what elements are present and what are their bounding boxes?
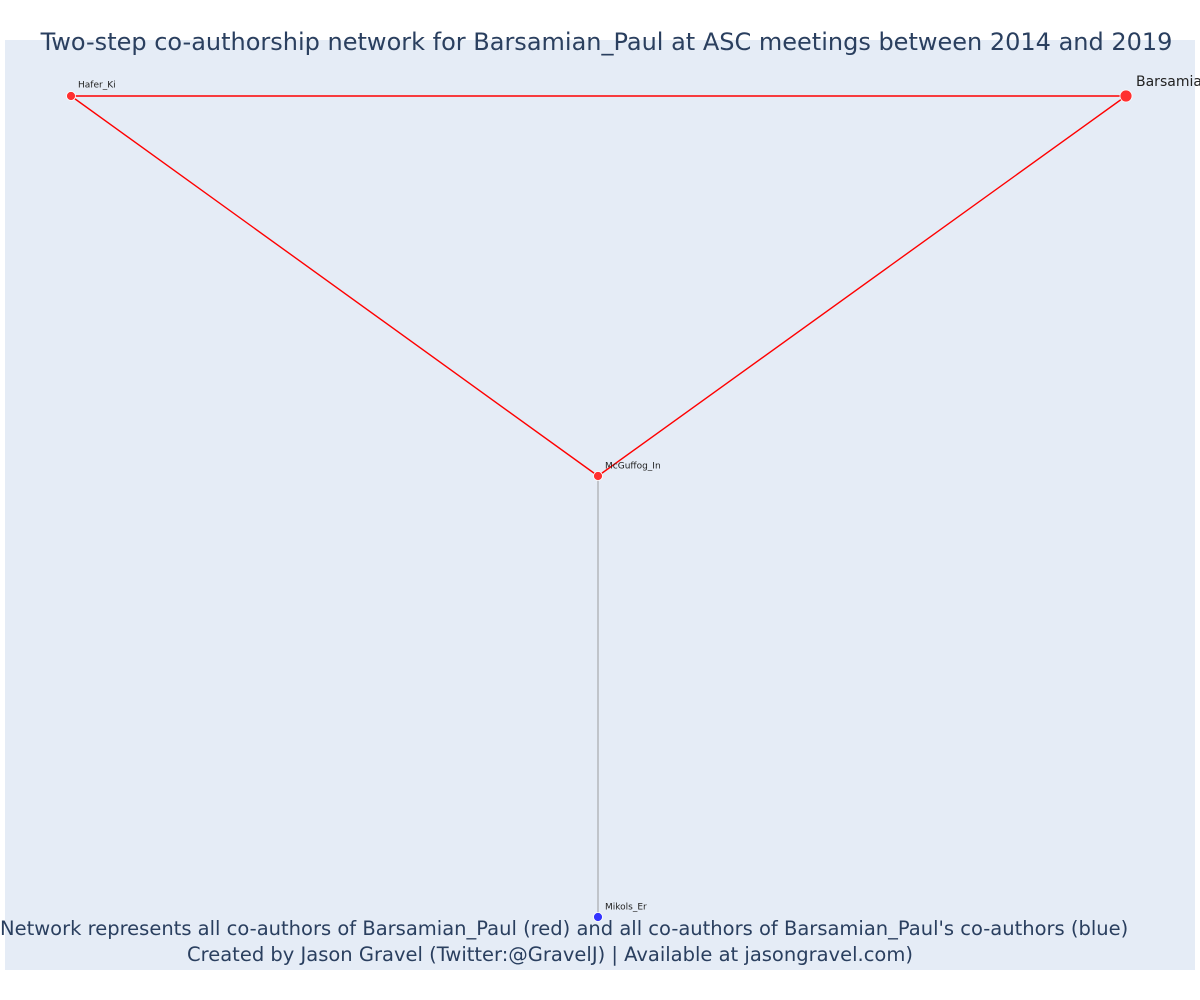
node-label-Barsamian_Paul: Barsamian_Paul	[1136, 74, 1200, 90]
node-Hafer_Ki[interactable]	[66, 91, 76, 101]
plot-area	[5, 40, 1195, 970]
node-Mikols_Er[interactable]	[593, 912, 603, 922]
node-label-McGuffog_In: McGuffog_In	[605, 462, 661, 472]
node-McGuffog_In[interactable]	[593, 471, 603, 481]
caption-line-2: Created by Jason Gravel (Twitter:@Gravel…	[187, 943, 913, 966]
edge-Hafer_Ki-McGuffog_In	[70, 95, 599, 477]
edge-McGuffog_In-Barsamian_Paul	[597, 95, 1127, 477]
node-label-Hafer_Ki: Hafer_Ki	[78, 81, 116, 91]
caption-line-1: Network represents all co-authors of Bar…	[0, 917, 1129, 940]
chart-title: Two-step co-authorship network for Barsa…	[40, 28, 1173, 56]
node-Barsamian_Paul[interactable]	[1119, 89, 1133, 103]
node-label-Mikols_Er: Mikols_Er	[605, 903, 647, 913]
